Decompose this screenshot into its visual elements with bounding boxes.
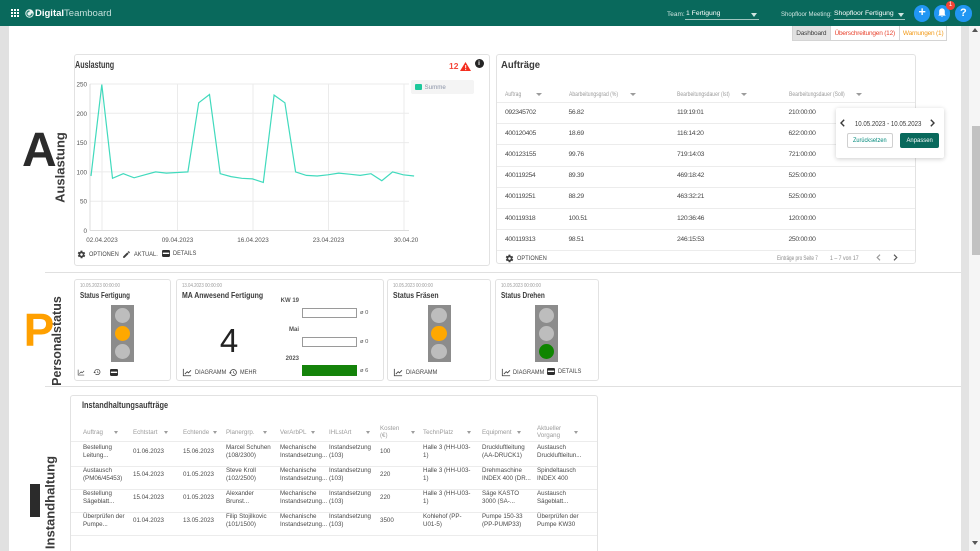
svg-text:0: 0 [83,228,87,235]
svg-text:50: 50 [80,199,88,206]
svg-text:23.04.2023: 23.04.2023 [313,237,345,244]
svg-text:16.04.2023: 16.04.2023 [237,237,269,244]
svg-text:150: 150 [76,140,87,147]
svg-text:100: 100 [76,169,87,176]
svg-text:02.04.2023: 02.04.2023 [86,237,118,244]
svg-text:200: 200 [76,111,87,118]
svg-text:09.04.2023: 09.04.2023 [162,237,194,244]
svg-text:30.04.20: 30.04.20 [394,237,419,244]
svg-text:250: 250 [76,82,87,89]
